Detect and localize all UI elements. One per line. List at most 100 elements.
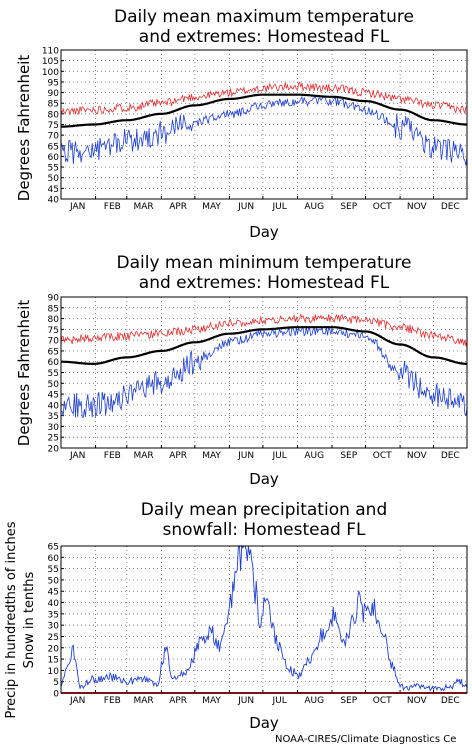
chart1-title-line1: Daily mean maximum temperature xyxy=(114,7,414,27)
y-tick-label: 60 xyxy=(48,554,60,564)
chart1-ylabel: Degrees Fahrenheit xyxy=(15,55,33,202)
y-tick-label: 60 xyxy=(48,153,60,163)
y-tick-label: 105 xyxy=(42,57,59,67)
y-tick-label: 15 xyxy=(48,656,59,666)
y-tick-label: 85 xyxy=(48,304,59,314)
y-tick-label: 90 xyxy=(48,89,60,99)
x-tick-label-sep: SEP xyxy=(340,202,357,212)
x-tick-label-jul: JUL xyxy=(271,696,286,706)
y-tick-label: 50 xyxy=(48,576,60,586)
x-tick-label-dec: DEC xyxy=(441,451,460,461)
y-tick-label: 50 xyxy=(48,174,60,184)
x-tick-label-sep: SEP xyxy=(340,696,357,706)
plot-frame xyxy=(60,49,468,200)
chart1-title-line2: and extremes: Homestead FL xyxy=(139,27,390,47)
chart3-xlabel: Day xyxy=(249,714,279,732)
x-tick-label-nov: NOV xyxy=(407,451,428,461)
chart3-ylabel-line2: Snow in tenths xyxy=(22,571,37,668)
y-tick-label: 60 xyxy=(48,358,60,368)
y-tick-label: 95 xyxy=(48,78,59,88)
series-mean-max xyxy=(61,93,467,128)
chart2-title-line1: Daily mean minimum temperature xyxy=(117,253,412,273)
x-tick-label-jan: JAN xyxy=(69,451,85,461)
min-temp-chart: Daily mean minimum temperature and extre… xyxy=(15,253,468,488)
x-tick-label-oct: OCT xyxy=(373,202,392,212)
x-tick-label-oct: OCT xyxy=(373,696,392,706)
x-tick-label-mar: MAR xyxy=(133,451,153,461)
precip-chart: Daily mean precipitation and snowfall: H… xyxy=(4,500,468,732)
plot-area xyxy=(61,546,467,693)
y-tick-label: 55 xyxy=(48,565,59,575)
y-tick-label: 0 xyxy=(53,690,59,700)
y-tick-label: 10 xyxy=(48,667,60,677)
y-tick-label: 100 xyxy=(42,68,59,78)
y-tick-label: 30 xyxy=(48,423,60,433)
x-tick-label-may: MAY xyxy=(202,202,221,212)
y-tick-label: 75 xyxy=(48,121,59,131)
y-tick-label: 45 xyxy=(48,391,59,401)
y-tick-label: 65 xyxy=(48,543,59,553)
x-tick-label-apr: APR xyxy=(169,696,187,706)
y-tick-label: 45 xyxy=(48,588,59,598)
y-tick-label: 5 xyxy=(53,678,59,688)
x-tick-label-mar: MAR xyxy=(133,696,153,706)
y-tick-label: 55 xyxy=(48,164,59,174)
x-tick-label-aug: AUG xyxy=(304,202,324,212)
plot-frame xyxy=(60,296,468,449)
y-tick-label: 70 xyxy=(48,132,60,142)
chart1-xlabel: Day xyxy=(249,223,279,241)
y-tick-label: 25 xyxy=(48,434,59,444)
series-mean-min xyxy=(61,326,467,365)
y-tick-label: 80 xyxy=(48,110,60,120)
x-tick-label-sep: SEP xyxy=(340,451,357,461)
series-record-high xyxy=(60,313,468,347)
x-tick-label-oct: OCT xyxy=(373,451,392,461)
y-tick-label: 30 xyxy=(48,622,60,632)
x-tick-label-jan: JAN xyxy=(69,696,85,706)
series-record-low xyxy=(60,326,468,419)
y-tick-label: 25 xyxy=(48,633,59,643)
y-tick-label: 55 xyxy=(48,369,59,379)
series-record-low xyxy=(60,95,468,166)
y-tick-label: 65 xyxy=(48,142,59,152)
x-tick-label-jan: JAN xyxy=(69,202,85,212)
plot-frame xyxy=(60,545,468,694)
y-tick-label: 35 xyxy=(48,412,59,422)
plot-area xyxy=(61,297,467,448)
series-precipitation xyxy=(60,544,468,692)
credit-text: NOAA-CIRES/Climate Diagnostics Ce xyxy=(275,734,456,745)
x-tick-label-feb: FEB xyxy=(104,696,121,706)
y-tick-label: 85 xyxy=(48,100,59,110)
x-tick-label-aug: AUG xyxy=(304,696,324,706)
y-tick-label: 45 xyxy=(48,185,59,195)
x-tick-label-jul: JUL xyxy=(271,451,286,461)
x-tick-label-dec: DEC xyxy=(441,696,460,706)
x-tick-label-feb: FEB xyxy=(104,202,121,212)
x-tick-label-aug: AUG xyxy=(304,451,324,461)
x-tick-label-mar: MAR xyxy=(133,202,153,212)
y-tick-label: 35 xyxy=(48,610,59,620)
chart2-xlabel: Day xyxy=(249,470,279,488)
x-tick-label-may: MAY xyxy=(202,696,221,706)
y-tick-label: 80 xyxy=(48,315,60,325)
y-tick-label: 110 xyxy=(42,47,59,57)
y-tick-label: 70 xyxy=(48,337,60,347)
x-tick-label-nov: NOV xyxy=(407,696,428,706)
x-tick-label-apr: APR xyxy=(169,451,187,461)
x-tick-label-feb: FEB xyxy=(104,451,121,461)
x-tick-label-nov: NOV xyxy=(407,202,428,212)
y-tick-label: 40 xyxy=(48,599,60,609)
x-tick-label-jul: JUL xyxy=(271,202,286,212)
chart3-title-line1: Daily mean precipitation and xyxy=(141,500,388,520)
y-tick-label: 75 xyxy=(48,326,59,336)
chart3-ylabel-line1: Precip in hundredths of inches xyxy=(4,521,19,718)
y-tick-label: 90 xyxy=(48,294,60,304)
chart3-title-line2: snowfall: Homestead FL xyxy=(163,520,366,540)
y-tick-label: 40 xyxy=(48,401,60,411)
x-tick-label-may: MAY xyxy=(202,451,221,461)
series-record-high xyxy=(60,81,468,115)
